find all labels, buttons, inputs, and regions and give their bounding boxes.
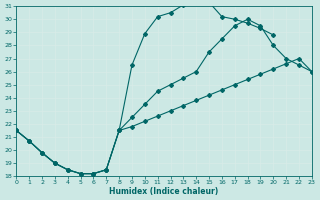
X-axis label: Humidex (Indice chaleur): Humidex (Indice chaleur) bbox=[109, 187, 219, 196]
